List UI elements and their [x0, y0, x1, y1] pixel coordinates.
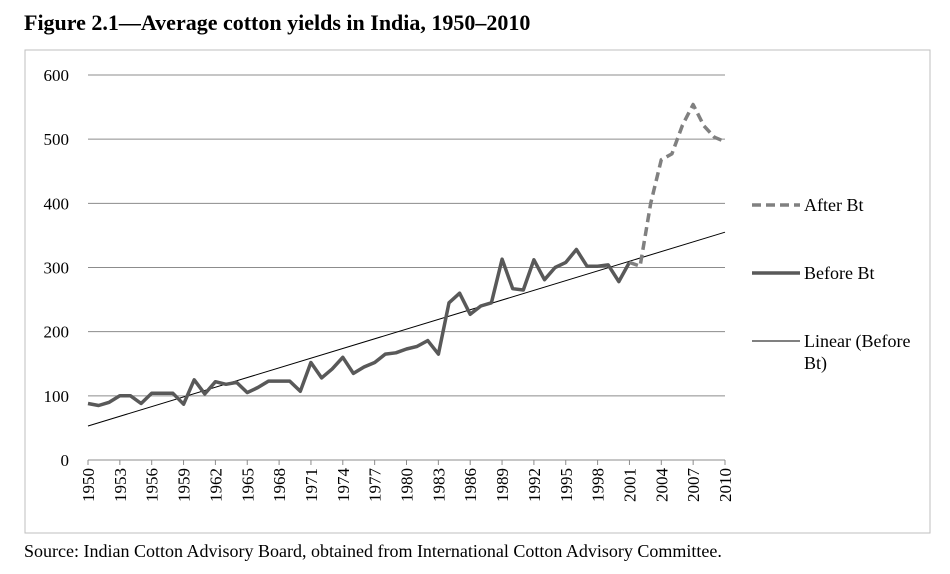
x-tick-label: 1956 — [143, 468, 162, 502]
x-tick-label: 1977 — [366, 468, 385, 503]
series-linear-before-bt — [87, 231, 726, 427]
x-tick-label: 2001 — [620, 468, 639, 502]
y-tick-label: 200 — [44, 323, 70, 342]
y-tick-label: 500 — [44, 130, 70, 149]
series-before-bt — [87, 247, 631, 408]
x-tick-label: 1986 — [461, 468, 480, 502]
x-tick-label: 1983 — [429, 468, 448, 502]
legend: After Bt Before Bt Linear (Before Bt) — [752, 195, 910, 374]
x-tick-label: 1968 — [270, 468, 289, 502]
x-tick-label: 1974 — [334, 468, 353, 503]
y-tick-label: 0 — [61, 451, 70, 470]
y-tick-label: 300 — [44, 259, 70, 278]
chart-frame — [24, 49, 931, 534]
series-after-bt — [628, 102, 726, 268]
y-tick-label: 100 — [44, 387, 70, 406]
legend-label: Before Bt — [804, 263, 874, 283]
gridlines — [88, 74, 725, 397]
y-tick-label: 600 — [44, 66, 70, 85]
y-tick-label: 400 — [44, 194, 70, 213]
x-tick-label: 2010 — [716, 468, 735, 502]
x-tick-label: 2007 — [684, 468, 703, 503]
x-tick-label: 1950 — [79, 468, 98, 502]
x-tick-label: 1998 — [589, 468, 608, 502]
x-tick-label: 1989 — [493, 468, 512, 502]
series-lines — [87, 102, 726, 427]
source-note: Source: Indian Cotton Advisory Board, ob… — [24, 541, 722, 561]
x-axis: 1950 1953 1956 1959 1962 1965 1968 1971 1974 1977… — [79, 459, 735, 503]
x-tick-label: 1980 — [398, 468, 417, 502]
x-tick-label: 1995 — [557, 468, 576, 502]
x-tick-label: 1992 — [525, 468, 544, 502]
figure-title: Figure 2.1—Average cotton yields in Indi… — [24, 10, 531, 35]
x-tick-label: 1953 — [111, 468, 130, 502]
x-tick-label: 1959 — [175, 468, 194, 502]
legend-label: Linear (Before Bt) — [804, 331, 910, 374]
x-tick-label: 1965 — [238, 468, 257, 502]
x-tick-label: 1971 — [302, 468, 321, 502]
x-tick-label: 2004 — [652, 468, 671, 503]
x-tick-label: 1962 — [206, 468, 225, 502]
y-axis-tick-labels: 0 100 200 300 400 500 600 — [44, 66, 70, 470]
legend-label: After Bt — [804, 195, 863, 215]
